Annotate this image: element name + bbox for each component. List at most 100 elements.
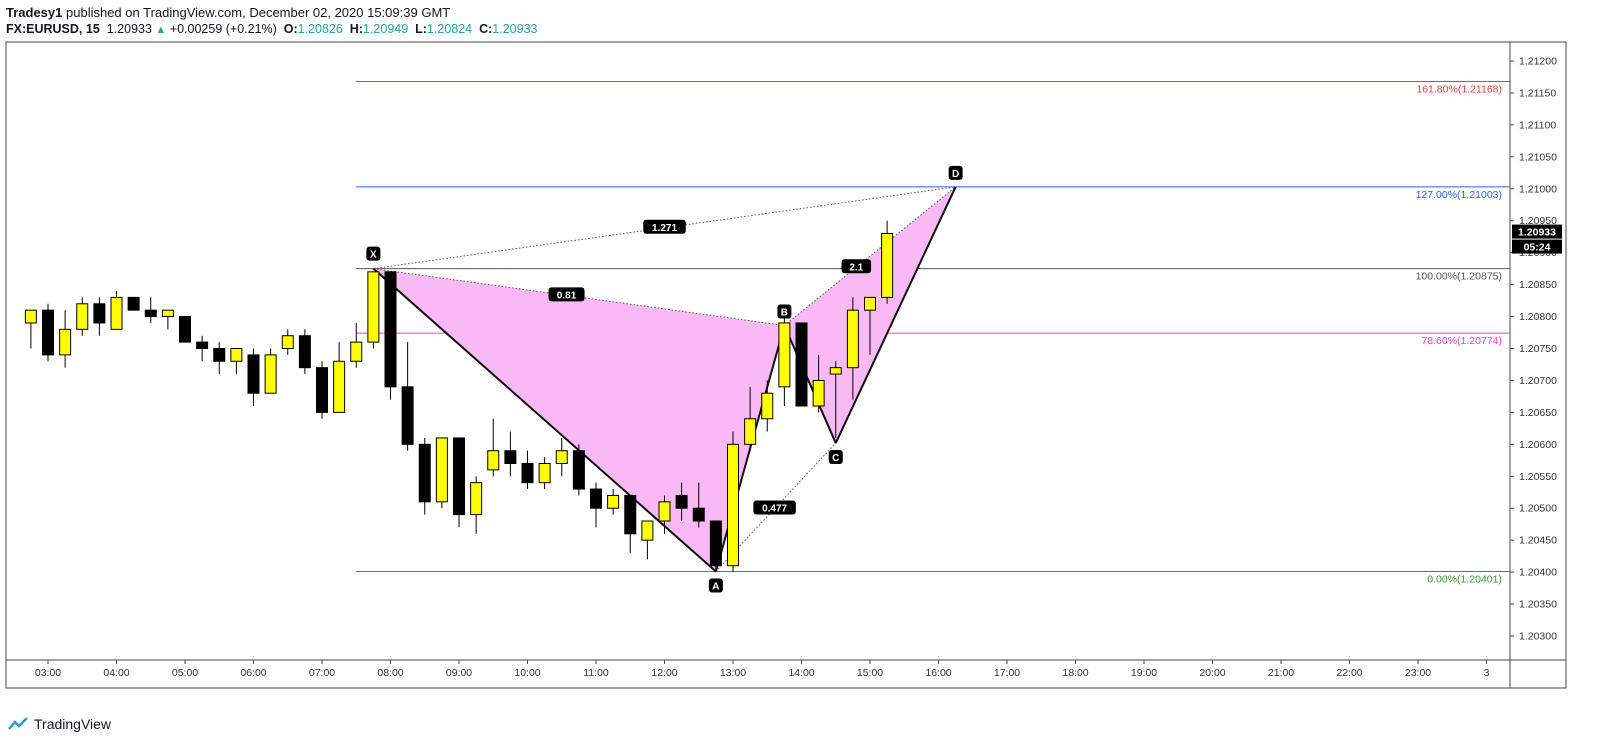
pattern-point-badge[interactable]: [777, 304, 792, 319]
published-text: published on TradingView.com, December 0…: [66, 5, 451, 20]
x-tick-label: 13:00: [720, 667, 746, 679]
x-tick-label: 03:00: [35, 667, 61, 679]
candle-body[interactable]: [93, 303, 106, 324]
candle-body[interactable]: [641, 520, 654, 541]
candle-body[interactable]: [298, 335, 311, 369]
candle-body[interactable]: [161, 309, 174, 318]
candle-body[interactable]: [350, 341, 363, 362]
candle-body[interactable]: [230, 348, 243, 362]
candle-body[interactable]: [42, 309, 54, 356]
candle-body[interactable]: [110, 296, 123, 330]
x-tick-label: 20:00: [1199, 667, 1225, 679]
candle-body[interactable]: [778, 322, 791, 388]
y-tick-label: 1.20500: [1519, 503, 1557, 515]
y-tick-label: 1.20450: [1519, 535, 1557, 547]
pattern-point-badge[interactable]: [828, 450, 843, 465]
candle-body[interactable]: [829, 367, 842, 375]
candle-body[interactable]: [675, 494, 688, 509]
candle-body[interactable]: [795, 322, 808, 407]
candle-body[interactable]: [435, 437, 448, 503]
candle-body[interactable]: [761, 392, 774, 420]
x-tick-label: 05:00: [172, 667, 198, 679]
candle-body[interactable]: [487, 450, 500, 471]
pattern-ratio-badge: [753, 500, 796, 515]
candle-body[interactable]: [453, 437, 465, 516]
candle-body[interactable]: [333, 360, 346, 413]
candle-body[interactable]: [692, 507, 705, 522]
x-tick-label: 15:00: [857, 667, 883, 679]
y-tick-label: 1.21100: [1519, 119, 1556, 131]
candle-body[interactable]: [213, 348, 226, 362]
y-tick-label: 1.21200: [1519, 56, 1557, 68]
candle-body[interactable]: [864, 296, 876, 311]
x-tick-label: 22:00: [1336, 667, 1362, 679]
up-arrow-icon: ▲: [155, 24, 167, 36]
candle-body[interactable]: [470, 482, 483, 516]
candle-body[interactable]: [24, 309, 37, 324]
candle-body[interactable]: [504, 450, 517, 465]
x-tick-label: 10:00: [514, 667, 540, 679]
candle-body[interactable]: [127, 296, 140, 311]
high-value: 1.20949: [363, 22, 409, 36]
fib-level-label: 127.00%(1.21003): [1416, 189, 1502, 201]
candle-body[interactable]: [624, 494, 637, 535]
candle-body[interactable]: [744, 418, 757, 445]
candle-body[interactable]: [144, 309, 157, 318]
fib-level-label: 78.60%(1.20774): [1421, 335, 1502, 347]
candle-body[interactable]: [264, 354, 277, 394]
x-tick-label: 18:00: [1062, 667, 1088, 679]
x-tick-label: 09:00: [446, 667, 472, 679]
candle-body[interactable]: [607, 494, 620, 509]
last-price-tag: [1512, 224, 1562, 239]
pattern-ratio-badge: [643, 219, 686, 234]
chart-frame: [5, 41, 1567, 689]
candle-body[interactable]: [196, 341, 209, 350]
y-tick-label: 1.20800: [1519, 311, 1557, 323]
candle-body[interactable]: [555, 450, 568, 465]
candle-body[interactable]: [384, 271, 397, 388]
candle-body[interactable]: [418, 443, 431, 503]
candle-body[interactable]: [812, 379, 825, 407]
candle-body[interactable]: [401, 386, 414, 445]
candle-body[interactable]: [247, 354, 260, 394]
countdown-tag-label: 05:24: [1524, 242, 1551, 254]
candle-body[interactable]: [881, 233, 894, 298]
candle-body[interactable]: [846, 309, 859, 369]
candle-body[interactable]: [179, 316, 191, 343]
candle-body[interactable]: [538, 463, 551, 484]
pattern-point-badge[interactable]: [366, 246, 381, 261]
x-tick-label: 08:00: [377, 667, 403, 679]
pattern-leg-line[interactable]: [783, 325, 837, 444]
y-tick-label: 1.20750: [1519, 343, 1557, 355]
pattern-leg-line[interactable]: [834, 186, 957, 444]
pattern-point-label: C: [832, 453, 839, 464]
pattern-xab-fill: [373, 268, 785, 572]
candle-body[interactable]: [367, 271, 380, 343]
x-tick-label: 21:00: [1268, 667, 1294, 679]
candle-body[interactable]: [281, 335, 294, 350]
candle-body[interactable]: [572, 450, 585, 490]
candle-body[interactable]: [316, 367, 328, 413]
candle-body[interactable]: [521, 463, 534, 484]
last-price-tag-label: 1.20933: [1518, 227, 1556, 239]
y-tick-label: 1.20400: [1519, 567, 1557, 579]
fib-level-label: 100.00%(1.20875): [1416, 271, 1502, 283]
author-name[interactable]: Tradesy1: [6, 5, 63, 20]
brand-label: TradingView: [34, 716, 112, 732]
x-tick-label: 17:00: [994, 667, 1020, 679]
candle-body[interactable]: [59, 328, 72, 356]
high-label: H:: [349, 22, 363, 36]
pattern-point-badge[interactable]: [708, 578, 723, 593]
pattern-point-badge[interactable]: [948, 165, 963, 180]
pattern-ratio-label: 2.1: [849, 262, 863, 273]
symbol-label: FX:EURUSD, 15: [6, 22, 100, 36]
tradingview-brand[interactable]: TradingView: [8, 716, 111, 732]
candle-body[interactable]: [658, 501, 671, 522]
candle-body[interactable]: [709, 520, 722, 567]
candle-body[interactable]: [76, 303, 89, 330]
open-value: 1.20826: [297, 22, 343, 36]
candle-body[interactable]: [590, 488, 602, 509]
candle-body[interactable]: [727, 443, 739, 567]
price-change: +0.00259 (+0.21%): [169, 22, 277, 36]
